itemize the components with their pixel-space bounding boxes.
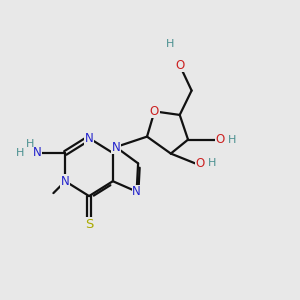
Text: N: N: [61, 175, 70, 188]
Text: N: N: [85, 132, 93, 145]
Text: S: S: [85, 218, 93, 231]
Text: O: O: [195, 157, 204, 170]
Text: H: H: [166, 40, 174, 50]
Text: O: O: [175, 59, 184, 72]
Text: N: N: [111, 140, 120, 154]
Text: N: N: [33, 146, 41, 160]
Text: H: H: [16, 148, 24, 158]
Text: H: H: [227, 135, 236, 145]
Text: N: N: [132, 185, 141, 198]
Text: O: O: [150, 105, 159, 118]
Text: O: O: [215, 133, 225, 146]
Text: H: H: [26, 139, 34, 149]
Text: H: H: [208, 158, 217, 168]
